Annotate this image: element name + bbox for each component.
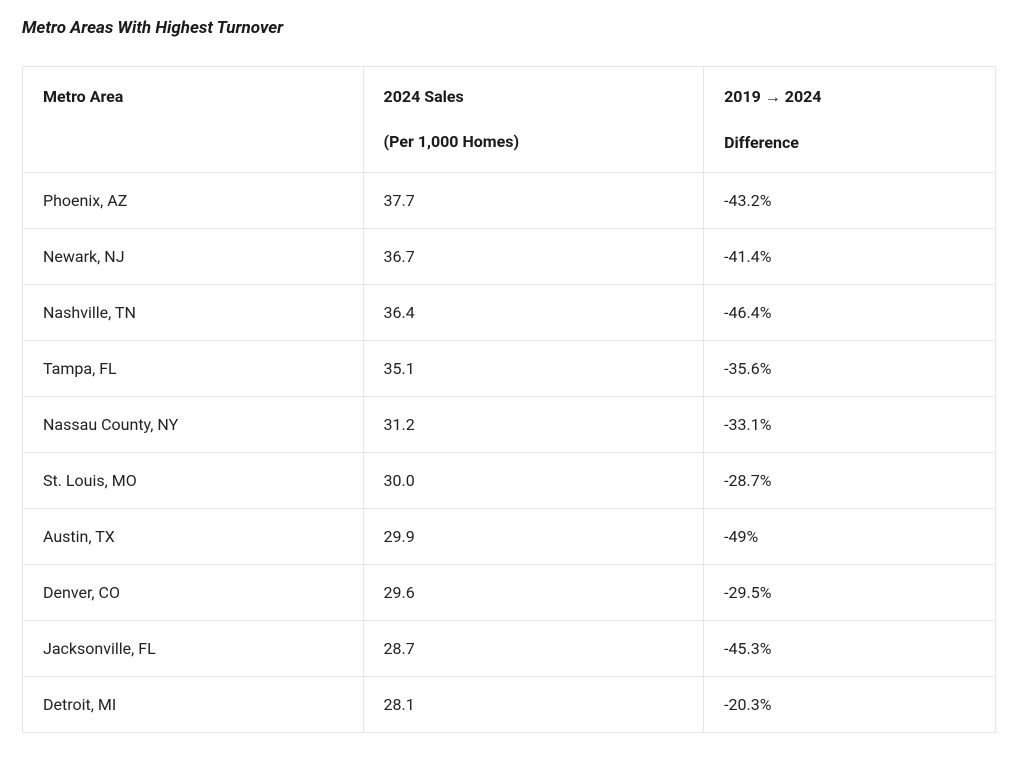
table-body: Phoenix, AZ 37.7 -43.2% Newark, NJ 36.7 … [23, 173, 996, 733]
page-title: Metro Areas With Highest Turnover [22, 18, 996, 38]
cell-sales: 37.7 [363, 173, 704, 229]
col-subheader-label: (Per 1,000 Homes) [384, 132, 684, 151]
table-row: Tampa, FL 35.1 -35.6% [23, 341, 996, 397]
table-row: Nassau County, NY 31.2 -33.1% [23, 397, 996, 453]
cell-sales: 29.9 [363, 509, 704, 565]
table-row: Phoenix, AZ 37.7 -43.2% [23, 173, 996, 229]
cell-area: Nashville, TN [23, 285, 364, 341]
col-header-diff: 2019 → 2024 Difference [704, 67, 996, 173]
col-header-label: Metro Area [43, 87, 123, 106]
table-row: Denver, CO 29.6 -29.5% [23, 565, 996, 621]
table-row: Newark, NJ 36.7 -41.4% [23, 229, 996, 285]
cell-diff: -33.1% [704, 397, 996, 453]
cell-area: Denver, CO [23, 565, 364, 621]
cell-area: Austin, TX [23, 509, 364, 565]
col-header-sales: 2024 Sales (Per 1,000 Homes) [363, 67, 704, 173]
cell-diff: -35.6% [704, 341, 996, 397]
col-header-label: 2024 Sales [384, 87, 464, 106]
cell-area: Detroit, MI [23, 677, 364, 733]
cell-diff: -43.2% [704, 173, 996, 229]
col-header-metro: Metro Area [23, 67, 364, 173]
cell-diff: -45.3% [704, 621, 996, 677]
cell-area: Nassau County, NY [23, 397, 364, 453]
cell-diff: -28.7% [704, 453, 996, 509]
cell-diff: -46.4% [704, 285, 996, 341]
cell-sales: 30.0 [363, 453, 704, 509]
table-row: Austin, TX 29.9 -49% [23, 509, 996, 565]
cell-diff: -49% [704, 509, 996, 565]
turnover-table: Metro Area 2024 Sales (Per 1,000 Homes) … [22, 66, 996, 733]
table-header-row: Metro Area 2024 Sales (Per 1,000 Homes) … [23, 67, 996, 173]
table-row: Detroit, MI 28.1 -20.3% [23, 677, 996, 733]
cell-sales: 28.1 [363, 677, 704, 733]
cell-sales: 36.7 [363, 229, 704, 285]
cell-area: St. Louis, MO [23, 453, 364, 509]
cell-sales: 31.2 [363, 397, 704, 453]
col-header-label: 2019 → 2024 [724, 87, 821, 106]
cell-area: Jacksonville, FL [23, 621, 364, 677]
cell-area: Phoenix, AZ [23, 173, 364, 229]
cell-area: Tampa, FL [23, 341, 364, 397]
cell-diff: -20.3% [704, 677, 996, 733]
table-row: Nashville, TN 36.4 -46.4% [23, 285, 996, 341]
cell-sales: 28.7 [363, 621, 704, 677]
cell-sales: 35.1 [363, 341, 704, 397]
cell-sales: 29.6 [363, 565, 704, 621]
cell-area: Newark, NJ [23, 229, 364, 285]
table-row: St. Louis, MO 30.0 -28.7% [23, 453, 996, 509]
cell-diff: -29.5% [704, 565, 996, 621]
col-subheader-label: Difference [724, 133, 975, 152]
cell-sales: 36.4 [363, 285, 704, 341]
table-row: Jacksonville, FL 28.7 -45.3% [23, 621, 996, 677]
cell-diff: -41.4% [704, 229, 996, 285]
